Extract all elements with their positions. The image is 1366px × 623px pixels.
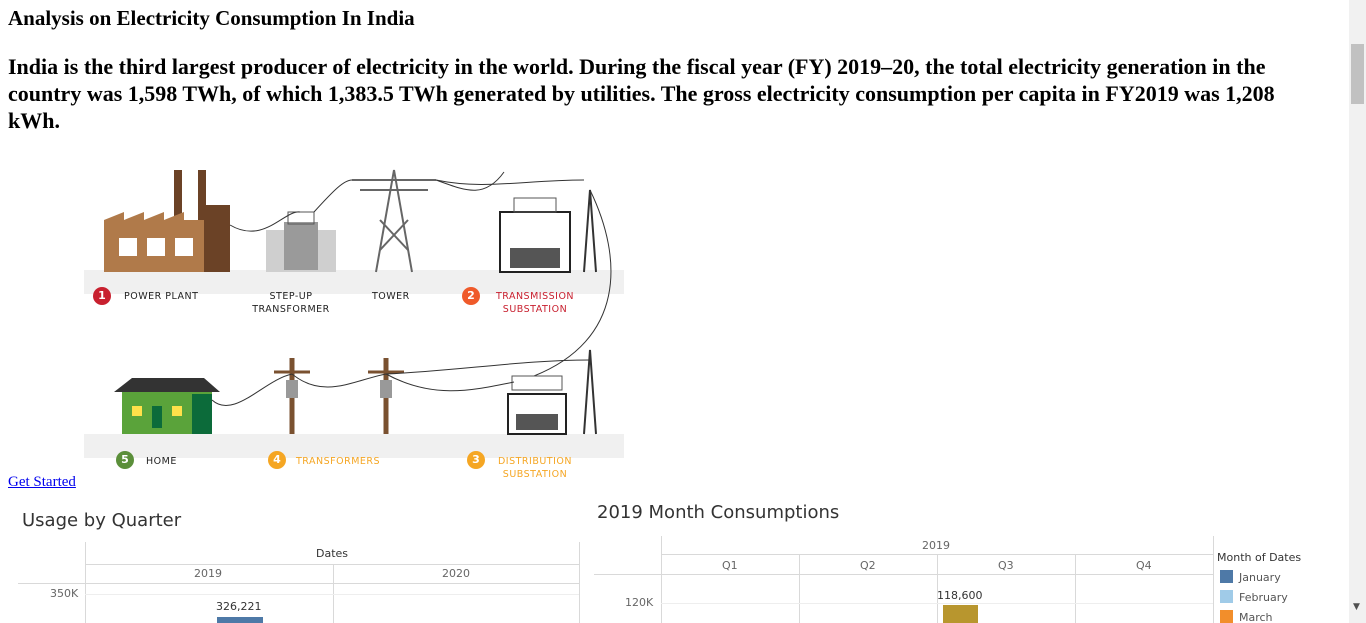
quarter-header-q1: Q1 <box>722 559 738 572</box>
badge-1: 1 <box>93 287 111 305</box>
power-plant-icon <box>104 170 230 272</box>
grid-line <box>85 594 579 595</box>
year-header-2019: 2019 <box>922 539 950 552</box>
legend-title: Month of Dates <box>1217 551 1302 564</box>
column-header-2019: 2019 <box>194 567 222 580</box>
badge-2: 2 <box>462 287 480 305</box>
transmission-tower-icon <box>352 169 436 273</box>
badge-5: 5 <box>116 451 134 469</box>
grid-line <box>594 574 1213 575</box>
data-label-q3: 118,600 <box>937 589 983 602</box>
grid-line <box>1075 554 1076 623</box>
legend-swatch <box>1220 610 1233 623</box>
intro-paragraph: India is the third largest producer of e… <box>8 54 1275 133</box>
legend-item-february[interactable]: February <box>1220 590 1288 604</box>
grid-line <box>18 583 579 584</box>
legend-swatch <box>1220 590 1233 603</box>
usage-by-quarter-title: Usage by Quarter <box>22 510 182 531</box>
column-header-2020: 2020 <box>442 567 470 580</box>
label-tower: TOWER <box>372 291 410 302</box>
step-up-transformer-icon <box>266 211 336 272</box>
badge-4: 4 <box>268 451 286 469</box>
grid-line <box>333 564 334 623</box>
badge-3: 3 <box>467 451 485 469</box>
legend-item-march[interactable]: March <box>1220 610 1273 623</box>
grid-line <box>579 542 580 623</box>
data-label-2019: 326,221 <box>216 600 262 613</box>
grid-line <box>1213 536 1214 623</box>
grid-line <box>85 564 579 565</box>
grid-line <box>937 554 938 623</box>
label-distribution-substation: DISTRIBUTION SUBSTATION <box>497 456 572 480</box>
label-step-up-transformer: STEP-UP TRANSFORMER <box>252 291 330 315</box>
get-started-link[interactable]: Get Started <box>8 474 76 490</box>
power-grid-diagram: 1 POWER PLANT STEP-UP TRANSFORMER TOWER … <box>84 150 624 485</box>
bar-2019[interactable] <box>217 617 263 623</box>
grid-line <box>661 603 1213 604</box>
scrollbar-thumb[interactable] <box>1351 44 1364 104</box>
power-grid-illustration <box>84 169 624 458</box>
page-title: Analysis on Electricity Consumption In I… <box>8 6 415 30</box>
legend-swatch <box>1220 570 1233 583</box>
y-axis-tick-350k: 350K <box>50 587 79 600</box>
legend-item-january[interactable]: January <box>1220 570 1281 584</box>
legend-label: January <box>1239 571 1281 584</box>
legend-label: February <box>1239 591 1288 604</box>
grid-line <box>661 554 1213 555</box>
label-power-plant: POWER PLANT <box>124 291 199 302</box>
label-transmission-substation: TRANSMISSION SUBSTATION <box>495 291 575 315</box>
month-consumptions-title: 2019 Month Consumptions <box>597 502 840 523</box>
bar-q3[interactable] <box>943 605 978 623</box>
grid-line <box>85 542 86 623</box>
scroll-down-arrow-icon[interactable]: ▼ <box>1353 602 1360 612</box>
transmission-substation-icon <box>499 197 571 273</box>
label-transformers: TRANSFORMERS <box>296 456 381 467</box>
legend-label: March <box>1239 611 1273 623</box>
grid-line <box>661 536 662 623</box>
distribution-substation-icon <box>507 375 567 435</box>
dates-header: Dates <box>316 547 349 560</box>
quarter-header-q4: Q4 <box>1136 559 1152 572</box>
quarter-header-q2: Q2 <box>860 559 876 572</box>
label-home: HOME <box>146 456 177 467</box>
grid-line <box>799 554 800 623</box>
y-axis-tick-120k: 120K <box>625 596 654 609</box>
page-scrollbar[interactable]: ▼ <box>1349 0 1366 623</box>
home-icon <box>114 378 220 434</box>
quarter-header-q3: Q3 <box>998 559 1014 572</box>
